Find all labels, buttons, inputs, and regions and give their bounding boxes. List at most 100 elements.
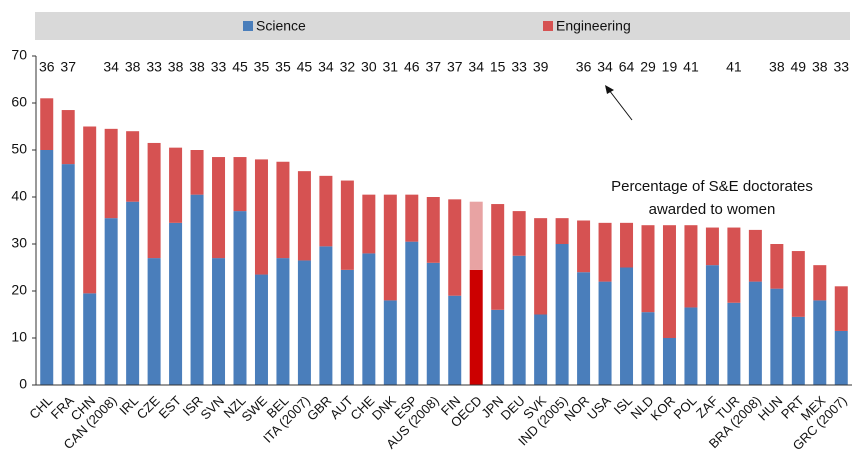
legend-band xyxy=(35,12,850,40)
top-label: 33 xyxy=(833,59,849,75)
bar-segment xyxy=(276,258,290,385)
top-label: 34 xyxy=(318,59,334,75)
bar-segment xyxy=(254,274,268,385)
y-tick-label: 60 xyxy=(11,94,27,110)
top-label: 29 xyxy=(640,59,656,75)
bar-segment xyxy=(555,244,569,385)
bar-segment xyxy=(233,211,247,385)
y-tick-label: 20 xyxy=(11,282,27,298)
top-label: 34 xyxy=(103,59,119,75)
legend-swatch xyxy=(543,21,553,31)
bar-segment xyxy=(834,286,848,331)
bar-segment xyxy=(662,225,676,338)
bar-segment xyxy=(254,159,268,275)
top-label: 37 xyxy=(60,59,76,75)
top-label: 38 xyxy=(168,59,184,75)
top-label: 41 xyxy=(683,59,699,75)
bar-segment xyxy=(491,309,505,385)
top-label: 38 xyxy=(769,59,785,75)
annotation: Percentage of S&E doctorates xyxy=(611,178,813,195)
bar-segment xyxy=(620,267,634,385)
bar-segment xyxy=(212,157,226,259)
legend-swatch xyxy=(243,21,253,31)
bar-segment xyxy=(748,229,762,282)
top-label: 45 xyxy=(297,59,313,75)
bar-segment xyxy=(791,251,805,317)
bar-segment xyxy=(276,161,290,259)
bar-segment xyxy=(190,194,204,385)
y-tick-label: 10 xyxy=(11,329,27,345)
bar-segment xyxy=(469,201,483,270)
top-label: 49 xyxy=(791,59,807,75)
bar-segment xyxy=(577,272,591,385)
bar-segment xyxy=(126,131,140,202)
top-label: 41 xyxy=(726,59,742,75)
bar-segment xyxy=(598,281,612,385)
bar-segment xyxy=(126,201,140,385)
bar-segment xyxy=(340,180,354,270)
top-label: 31 xyxy=(383,59,399,75)
bar-segment xyxy=(469,269,483,385)
bar-segment xyxy=(813,265,827,301)
bar-segment xyxy=(705,227,719,266)
bar-segment xyxy=(362,253,376,385)
bar-segment xyxy=(512,255,526,385)
bar-segment xyxy=(448,295,462,385)
bar-segment xyxy=(662,338,676,385)
top-label: 38 xyxy=(125,59,141,75)
bar-segment xyxy=(405,241,419,385)
bar-segment xyxy=(748,281,762,385)
bar-segment xyxy=(40,150,54,385)
bar-segment xyxy=(104,128,118,219)
bar-segment xyxy=(61,164,75,385)
top-label: 34 xyxy=(597,59,613,75)
bar-segment xyxy=(169,147,183,223)
bar-segment xyxy=(169,222,183,385)
bar-segment xyxy=(83,293,97,385)
y-tick-label: 30 xyxy=(11,235,27,251)
bar-segment xyxy=(233,157,247,212)
bar-segment xyxy=(534,218,548,315)
top-label: 64 xyxy=(619,59,635,75)
legend-label: Science xyxy=(256,18,306,34)
top-label: 38 xyxy=(189,59,205,75)
bar-segment xyxy=(770,244,784,289)
bar-segment xyxy=(813,300,827,385)
bar-segment xyxy=(727,227,741,303)
y-tick-label: 50 xyxy=(11,141,27,157)
bar-segment xyxy=(319,175,333,247)
y-tick-label: 0 xyxy=(19,376,27,392)
top-label: 33 xyxy=(211,59,227,75)
bar-segment xyxy=(705,265,719,385)
top-label: 46 xyxy=(404,59,420,75)
bar-segment xyxy=(684,307,698,385)
annotation-arrow xyxy=(608,89,633,121)
bar-segment xyxy=(319,246,333,385)
bar-segment xyxy=(684,225,698,308)
bar-segment xyxy=(147,258,161,385)
bar-segment xyxy=(641,225,655,313)
top-label: 36 xyxy=(576,59,592,75)
bar-segment xyxy=(620,222,634,268)
legend-label: Engineering xyxy=(556,18,631,34)
bar-segment xyxy=(383,194,397,301)
bar-segment xyxy=(83,126,97,294)
bar-segment xyxy=(770,288,784,385)
top-label: 32 xyxy=(340,59,356,75)
bar-segment xyxy=(61,110,75,165)
bar-segment xyxy=(40,98,54,150)
top-label: 30 xyxy=(361,59,377,75)
bar-segment xyxy=(727,302,741,385)
bar-segment xyxy=(190,150,204,195)
top-label: 39 xyxy=(533,59,549,75)
bar-segment xyxy=(297,171,311,261)
bar-segment xyxy=(383,300,397,385)
bar-segment xyxy=(362,194,376,254)
top-label: 36 xyxy=(39,59,55,75)
bar-segment xyxy=(512,211,526,256)
bar-segment xyxy=(641,312,655,385)
top-label: 38 xyxy=(812,59,828,75)
bar-segment xyxy=(212,258,226,385)
bar-segment xyxy=(340,269,354,385)
top-label: 34 xyxy=(468,59,484,75)
